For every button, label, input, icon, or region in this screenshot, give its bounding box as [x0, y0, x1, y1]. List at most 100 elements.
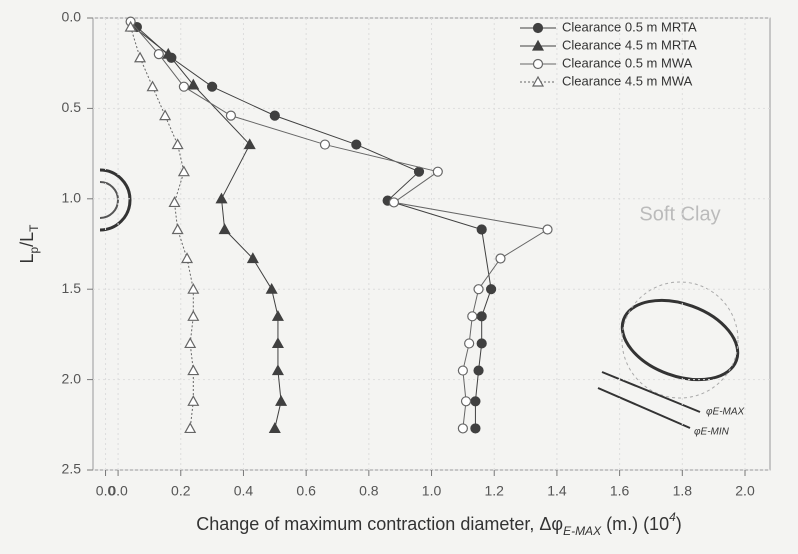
- x-tick-label: 1.4: [547, 483, 567, 499]
- annotation: φE-MAX: [706, 407, 745, 418]
- data-point: [476, 224, 487, 235]
- legend-marker: [532, 58, 544, 70]
- data-point: [184, 337, 197, 349]
- pile-sketch: [99, 168, 132, 232]
- data-point: [473, 284, 484, 295]
- y-tick-label: 2.5: [62, 461, 82, 477]
- y-axis-label-part: /L: [17, 232, 37, 247]
- data-point: [432, 166, 443, 177]
- data-point: [218, 223, 231, 235]
- x-tick-label: 1.8: [673, 483, 693, 499]
- data-point: [178, 81, 190, 92]
- ellipse-sketch: [620, 298, 740, 382]
- x-axis-label-part: Change of maximum contraction diameter, …: [196, 514, 563, 534]
- data-point: [187, 78, 200, 90]
- x-axis-label-part: ): [676, 514, 682, 534]
- annotation: φE-MIN: [694, 427, 730, 438]
- legend-marker: [531, 75, 545, 87]
- data-point: [457, 365, 468, 376]
- data-point: [187, 282, 200, 294]
- y-tick-label: 0.0: [62, 9, 82, 25]
- legend-label: Clearance 0.5 m MRTA: [562, 19, 697, 34]
- x-axis-label-part: E-MAX: [563, 524, 602, 538]
- data-point: [162, 47, 175, 59]
- data-point: [187, 395, 200, 406]
- data-point: [243, 138, 256, 150]
- y-tick-label: 0.5: [62, 99, 82, 115]
- x-tick-label: 0.4: [234, 483, 254, 499]
- legend-label: Clearance 4.5 m MWA: [562, 73, 693, 88]
- data-point: [319, 139, 331, 150]
- data-point: [275, 395, 288, 406]
- data-point: [473, 365, 484, 376]
- legend-label: Clearance 4.5 m MRTA: [562, 37, 697, 52]
- data-point: [153, 49, 164, 60]
- data-point: [133, 51, 147, 63]
- y-axis-label: Lp/LT: [17, 224, 41, 264]
- y-tick-label: 2.0: [62, 370, 82, 386]
- y-axis-label-part: p: [27, 247, 41, 254]
- legend-marker: [532, 22, 544, 34]
- circle-sketch: [621, 281, 739, 399]
- data-point: [171, 138, 184, 150]
- data-point: [265, 282, 278, 294]
- data-point: [542, 224, 553, 235]
- data-point: [181, 252, 194, 264]
- arrow: [601, 371, 701, 413]
- x-tick-label: 0.0: [96, 483, 116, 499]
- data-point: [460, 396, 472, 407]
- data-point: [271, 337, 284, 349]
- series-line: [130, 26, 194, 429]
- data-point: [388, 197, 400, 208]
- data-point: [177, 165, 190, 177]
- data-point: [351, 139, 362, 150]
- data-point: [467, 311, 478, 322]
- data-point: [413, 166, 425, 177]
- data-point: [476, 338, 487, 349]
- legend-label: Clearance 0.5 m MWA: [562, 55, 693, 70]
- data-point: [184, 422, 197, 434]
- data-point: [215, 192, 228, 204]
- annotation: Soft Clay: [639, 203, 720, 225]
- data-point: [470, 396, 481, 407]
- x-axis-label: Change of maximum contraction diameter, …: [196, 510, 682, 538]
- y-tick-label: 1.0: [62, 190, 82, 206]
- data-point: [124, 20, 137, 32]
- data-point: [159, 109, 172, 121]
- data-point: [476, 311, 487, 322]
- x-tick-label: 1.0: [422, 483, 442, 499]
- data-point: [457, 423, 468, 434]
- y-axis-label-part: L: [17, 254, 37, 264]
- data-point: [269, 110, 280, 121]
- data-point: [225, 110, 237, 121]
- x-tick-label: 0.6: [296, 483, 316, 499]
- x-tick-label: 1.6: [610, 483, 630, 499]
- legend-marker: [531, 39, 545, 51]
- data-point: [207, 81, 218, 92]
- y-tick-label: 1.5: [62, 280, 82, 296]
- data-point: [464, 338, 475, 349]
- x-tick-label: 1.2: [484, 483, 504, 499]
- data-point: [268, 422, 281, 434]
- data-point: [271, 310, 284, 321]
- data-point: [495, 253, 506, 264]
- data-point: [246, 252, 259, 264]
- x-axis-label-part: (m.) (10: [601, 514, 669, 534]
- data-point: [470, 423, 481, 434]
- x-tick-label: 2.0: [735, 483, 755, 499]
- data-point: [271, 364, 284, 376]
- y-axis-label-part: T: [27, 224, 41, 232]
- x-tick-label: 0.2: [171, 483, 191, 499]
- data-point: [171, 223, 184, 235]
- data-point: [187, 364, 200, 376]
- arrow: [597, 387, 691, 429]
- data-point: [485, 284, 497, 295]
- x-axis-label-part: 4: [669, 510, 676, 524]
- data-point: [146, 80, 159, 92]
- x-tick-label: 0.0: [108, 483, 128, 499]
- data-point: [168, 196, 181, 208]
- data-point: [187, 310, 200, 321]
- x-tick-label: 0.8: [359, 483, 379, 499]
